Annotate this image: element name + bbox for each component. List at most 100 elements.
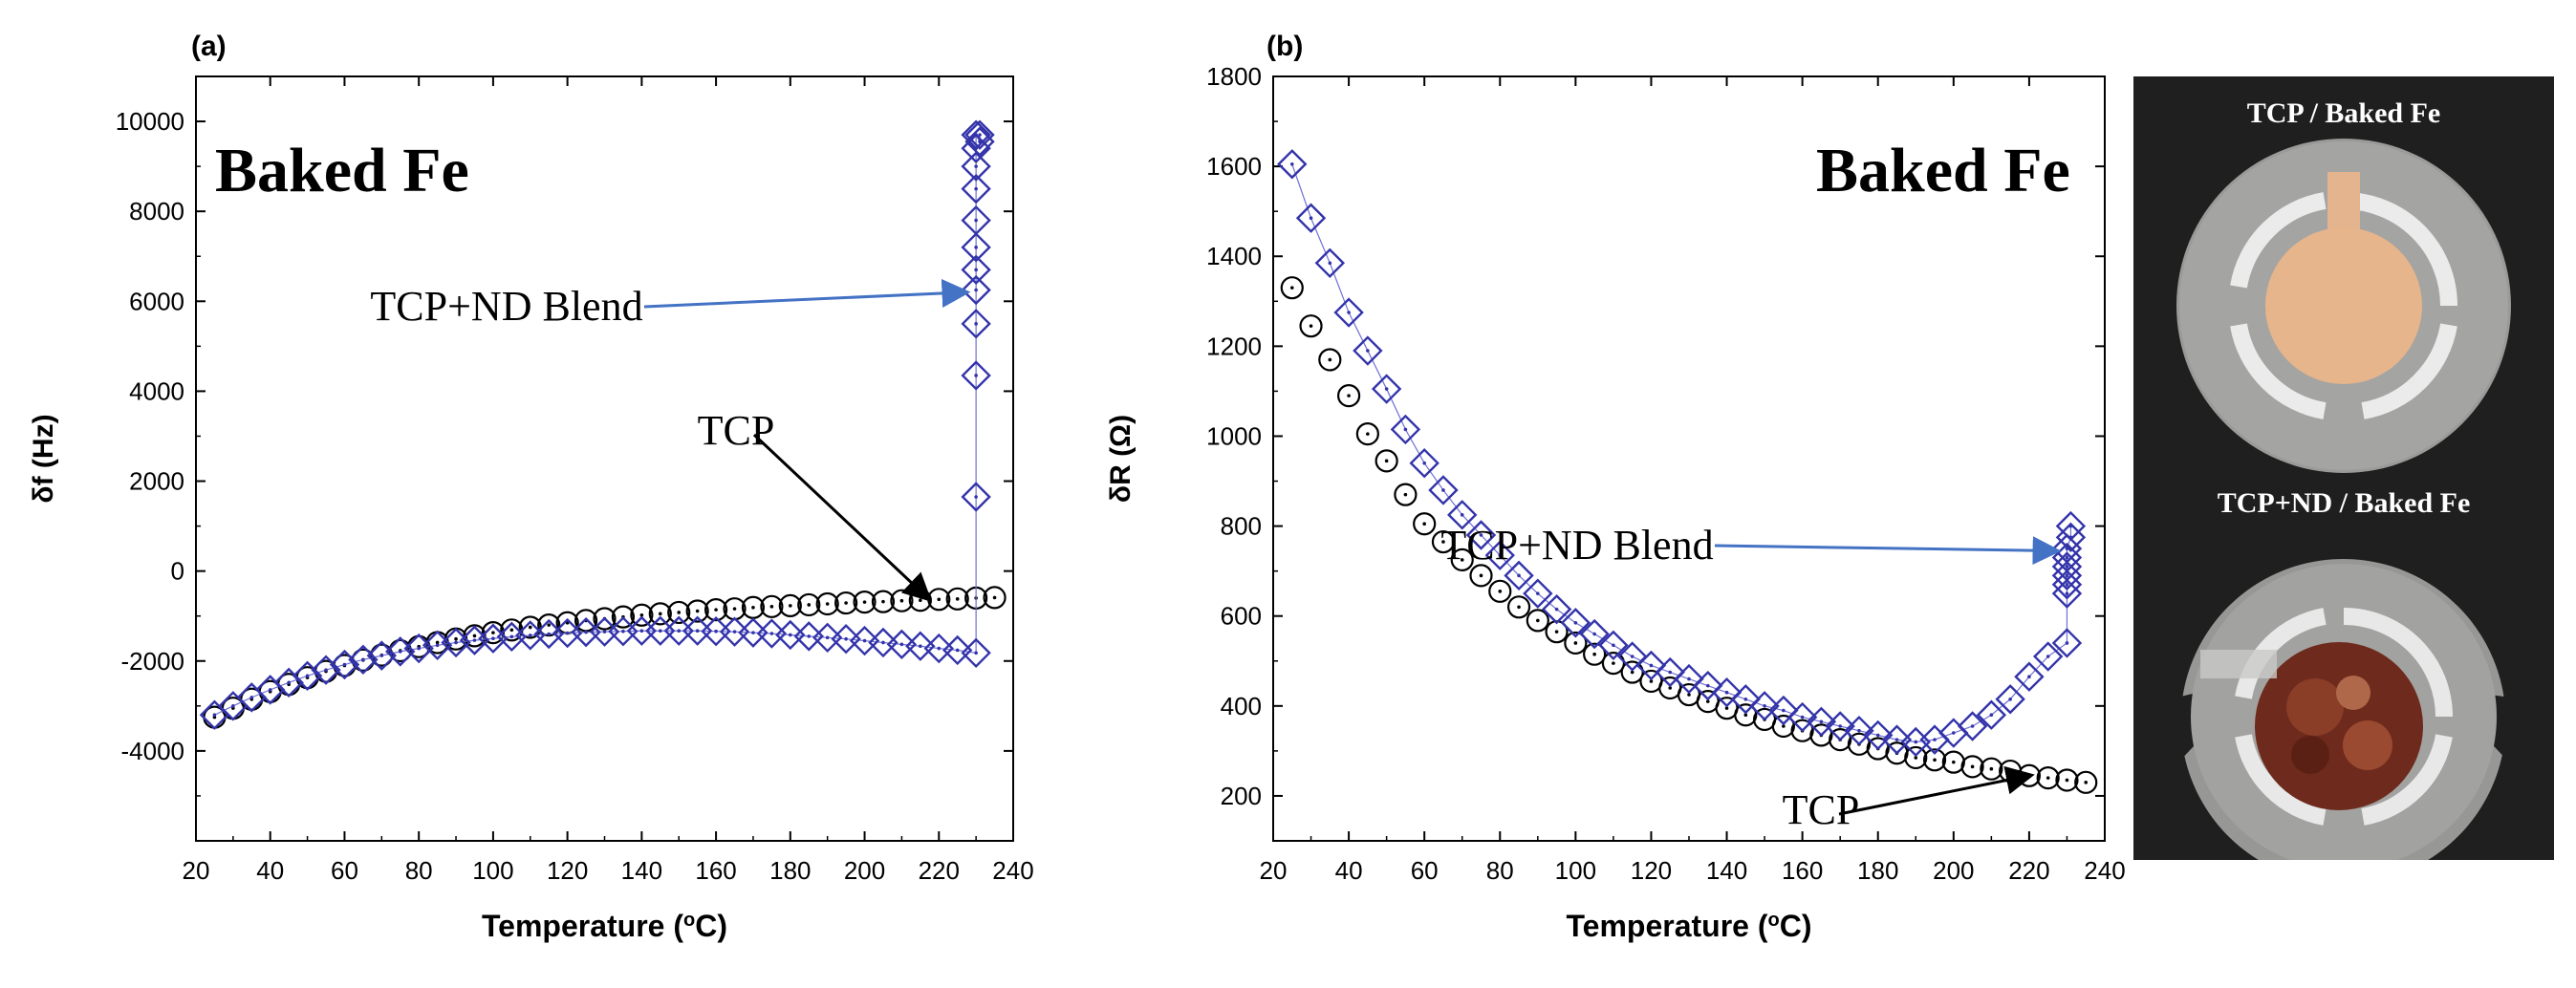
data-point-center xyxy=(2065,641,2069,645)
data-point-center xyxy=(1933,738,1937,741)
data-point-blend xyxy=(849,625,880,656)
data-point-center xyxy=(305,674,310,678)
data-point-center xyxy=(1517,605,1521,610)
data-point-tcp xyxy=(1355,422,1379,446)
data-point-tcp xyxy=(1601,652,1626,676)
data-point-center xyxy=(1970,764,1975,769)
data-point-center xyxy=(1498,590,1503,593)
data-point-blend xyxy=(1560,608,1591,638)
data-point-center xyxy=(2046,655,2050,658)
data-point-blend xyxy=(329,649,360,680)
data-point-tcp xyxy=(815,591,839,616)
data-point-blend xyxy=(422,630,453,660)
annotation-label: TCP xyxy=(698,407,775,454)
data-point-blend xyxy=(1730,684,1762,715)
data-point-center xyxy=(695,629,700,634)
data-point-center xyxy=(1970,724,1975,728)
data-point-center xyxy=(2065,778,2069,783)
data-point-center xyxy=(658,612,662,616)
data-point-center xyxy=(1309,216,1313,221)
data-point-center xyxy=(974,164,978,168)
data-point-center xyxy=(491,631,495,634)
data-point-center xyxy=(1914,756,1918,760)
data-point-center xyxy=(1875,733,1880,738)
data-point-center xyxy=(1328,357,1332,362)
x-tick-label: 140 xyxy=(621,856,662,885)
data-point-center xyxy=(1592,632,1596,636)
data-point-blend xyxy=(1295,203,1327,233)
x-tick-label: 220 xyxy=(2008,856,2049,885)
annotation-label: TCP xyxy=(1783,786,1860,833)
data-point-center xyxy=(1366,349,1370,353)
data-point-blend xyxy=(311,655,341,685)
data-point-center xyxy=(1952,731,1956,735)
x-tick-label: 180 xyxy=(1857,856,1898,885)
data-point-blend xyxy=(348,644,379,676)
data-point-center xyxy=(417,646,421,651)
data-point-center xyxy=(732,607,737,611)
series-tcp-nd-blend xyxy=(1277,149,2087,758)
y-tick-label: -4000 xyxy=(121,737,185,765)
data-point-center xyxy=(2065,555,2069,560)
data-point-center xyxy=(1479,533,1483,537)
data-point-tcp xyxy=(1318,348,1342,372)
data-point-tcp xyxy=(1564,631,1588,655)
data-point-center xyxy=(1612,661,1615,665)
data-point-center xyxy=(1309,324,1313,328)
data-point-center xyxy=(974,218,978,223)
x-tick-label: 120 xyxy=(1631,856,1672,885)
data-point-blend xyxy=(1635,650,1667,681)
data-point-blend xyxy=(2014,661,2045,692)
data-point-center xyxy=(1782,724,1786,728)
data-point-blend xyxy=(1465,520,1497,550)
data-point-tcp xyxy=(1922,748,1947,772)
data-point-center xyxy=(955,648,960,653)
data-point-center xyxy=(1705,699,1710,703)
x-tick-label: 20 xyxy=(1260,856,1288,885)
data-point-tcp xyxy=(1394,483,1418,506)
data-point-center xyxy=(1573,620,1578,625)
data-point-blend xyxy=(1957,711,1988,741)
data-point-tcp xyxy=(945,587,969,611)
data-point-center xyxy=(714,608,718,612)
data-point-tcp xyxy=(2074,770,2098,794)
data-point-center xyxy=(862,600,867,604)
data-point-center xyxy=(2046,776,2050,780)
data-point-blend xyxy=(961,309,991,339)
data-point-tcp xyxy=(1488,579,1512,603)
data-point-center xyxy=(658,629,662,634)
data-point-center xyxy=(249,696,254,699)
data-point-center xyxy=(1347,311,1351,314)
data-point-tcp xyxy=(667,600,691,625)
data-point-blend xyxy=(385,636,416,667)
annotation-arrow xyxy=(643,278,971,309)
data-point-blend xyxy=(942,634,973,666)
data-point-center xyxy=(1743,697,1748,701)
data-point-blend xyxy=(1504,560,1534,591)
data-point-tcp xyxy=(1299,314,1323,338)
data-point-blend xyxy=(2055,522,2087,553)
y-tick-label: 1600 xyxy=(1206,152,1262,181)
data-point-center xyxy=(974,246,978,249)
data-point-center xyxy=(547,623,552,627)
data-point-tcp xyxy=(1431,529,1456,554)
data-point-center xyxy=(2008,769,2012,773)
data-point-center xyxy=(1687,693,1691,697)
x-axis-label: Temperature (oC) xyxy=(482,909,727,943)
data-point-blend xyxy=(793,621,824,652)
data-point-center xyxy=(1894,738,1899,741)
data-point-center xyxy=(639,629,644,634)
data-point-center xyxy=(1384,459,1389,463)
data-point-center xyxy=(974,322,978,326)
panel-label: (b) xyxy=(1266,31,1303,62)
data-point-blend xyxy=(1693,670,1723,701)
data-point-center xyxy=(2065,565,2069,569)
data-point-blend xyxy=(2032,641,2064,672)
data-point-blend xyxy=(961,637,991,668)
data-point-blend xyxy=(1674,663,1704,695)
x-tick-label: 160 xyxy=(695,856,736,885)
data-point-blend xyxy=(961,151,991,182)
data-point-center xyxy=(751,631,755,634)
data-point-center xyxy=(212,713,217,718)
